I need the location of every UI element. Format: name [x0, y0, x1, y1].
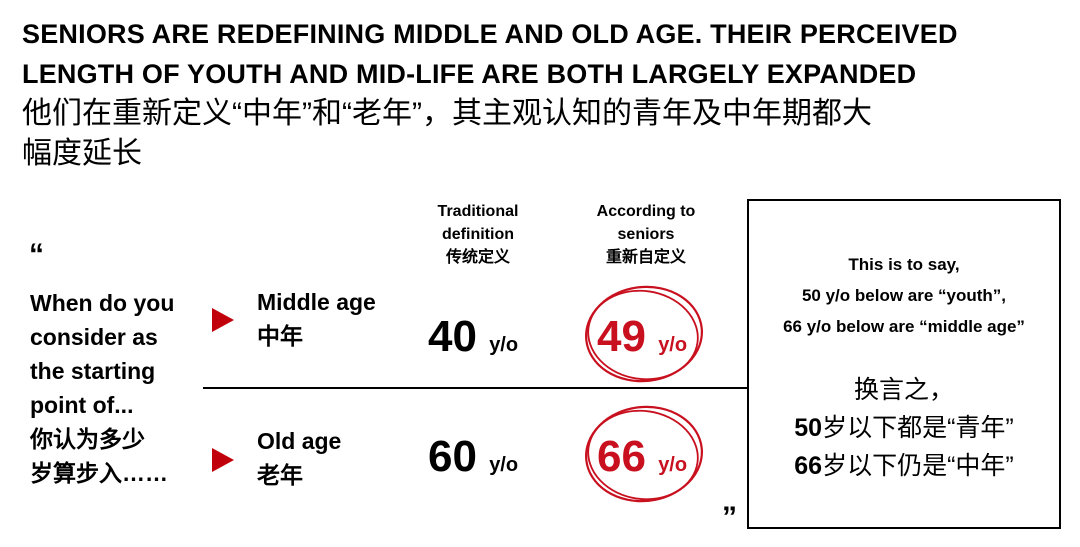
summary-zh-line2-number: 50 [794, 414, 823, 442]
open-quote-mark: “ [29, 238, 44, 271]
old-age-label: Old age 老年 [257, 424, 341, 492]
question-en-line3: the starting [30, 358, 156, 384]
title-zh-line2: 幅度延长 [22, 137, 142, 170]
title-en-line1: SENIORS ARE REDEFINING MIDDLE AND OLD AG… [22, 19, 958, 49]
question-zh-line1: 你认为多少 [30, 426, 145, 452]
arrow-right-icon [212, 448, 234, 472]
arrow-right-icon [212, 308, 234, 332]
summary-zh-line2: 50岁以下都是“青年” [749, 409, 1059, 447]
header-sen-line2: seniors [617, 226, 675, 243]
old-age-seniors-number: 66 [597, 432, 646, 481]
summary-chinese: 换言之， 50岁以下都是“青年” 66岁以下仍是“中年” [749, 371, 1059, 485]
middle-age-label: Middle age 中年 [257, 285, 376, 353]
summary-en-line2: 50 y/o below are “youth”, [801, 286, 1007, 305]
hand-drawn-circle-icon [585, 405, 703, 503]
summary-zh-line3: 66岁以下仍是“中年” [749, 447, 1059, 485]
summary-zh-line3-text: 岁以下仍是“中年” [822, 452, 1014, 480]
question-en-line1: When do you [30, 290, 175, 316]
old-age-label-en: Old age [257, 428, 342, 454]
summary-zh-line1: 换言之， [853, 376, 954, 404]
question-en-line4: point of... [30, 392, 134, 418]
unit-label: y/o [489, 454, 519, 476]
old-age-traditional-value: 60 y/o [428, 432, 518, 490]
summary-zh-line3-number: 66 [794, 452, 823, 480]
header-trad-line2: definition [442, 226, 514, 243]
middle-age-seniors-value: 49 y/o [597, 312, 687, 370]
hand-drawn-circle-icon [585, 285, 703, 383]
close-quote-mark: ” [722, 501, 737, 534]
question-text: When do you consider as the starting poi… [30, 286, 210, 490]
header-traditional-definition: Traditional definition 传统定义 [418, 200, 538, 269]
middle-age-label-en: Middle age [257, 289, 376, 315]
title-en-line2: LENGTH OF YOUTH AND MID-LIFE ARE BOTH LA… [22, 59, 917, 89]
old-age-traditional-number: 60 [428, 432, 477, 481]
question-en-line2: consider as [30, 324, 158, 350]
header-trad-line1: Traditional [437, 203, 519, 220]
title-english: SENIORS ARE REDEFINING MIDDLE AND OLD AG… [22, 14, 1062, 94]
old-age-seniors-value: 66 y/o [597, 432, 687, 490]
header-trad-line3: 传统定义 [445, 249, 510, 266]
summary-en-line1: This is to say, [848, 255, 960, 274]
summary-en-line3: 66 y/o below are “middle age” [783, 317, 1025, 336]
title-chinese: 他们在重新定义“中年”和“老年”，其主观认知的青年及中年期都大 幅度延长 [22, 94, 1062, 174]
header-sen-line1: According to [596, 203, 696, 220]
row-divider [203, 387, 747, 389]
summary-box: This is to say, 50 y/o below are “youth”… [747, 199, 1061, 529]
question-zh-line2: 岁算步入…… [30, 460, 168, 486]
middle-age-traditional-number: 40 [428, 312, 477, 361]
middle-age-traditional-value: 40 y/o [428, 312, 518, 370]
summary-english: This is to say, 50 y/o below are “youth”… [749, 249, 1059, 342]
old-age-label-zh: 老年 [257, 462, 303, 488]
unit-label: y/o [658, 454, 688, 476]
unit-label: y/o [658, 334, 688, 356]
header-according-to-seniors: According to seniors 重新自定义 [580, 200, 712, 269]
header-sen-line3: 重新自定义 [605, 249, 686, 266]
summary-zh-line2-text: 岁以下都是“青年” [822, 414, 1014, 442]
unit-label: y/o [489, 334, 519, 356]
middle-age-label-zh: 中年 [257, 323, 303, 349]
middle-age-seniors-number: 49 [597, 312, 646, 361]
title-zh-line1: 他们在重新定义“中年”和“老年”，其主观认知的青年及中年期都大 [22, 97, 872, 130]
